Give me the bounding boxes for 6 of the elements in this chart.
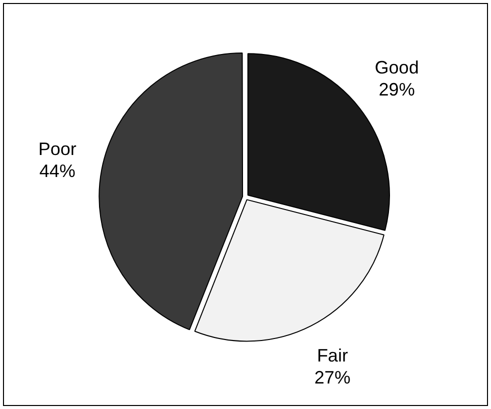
slice-label: Good	[374, 58, 419, 78]
slice-label: Poor	[38, 139, 76, 160]
data-label: 44%	[39, 161, 76, 182]
slice-label: Fair	[316, 346, 348, 366]
data-label: 27%	[314, 368, 350, 388]
data-label: 29%	[378, 80, 415, 100]
